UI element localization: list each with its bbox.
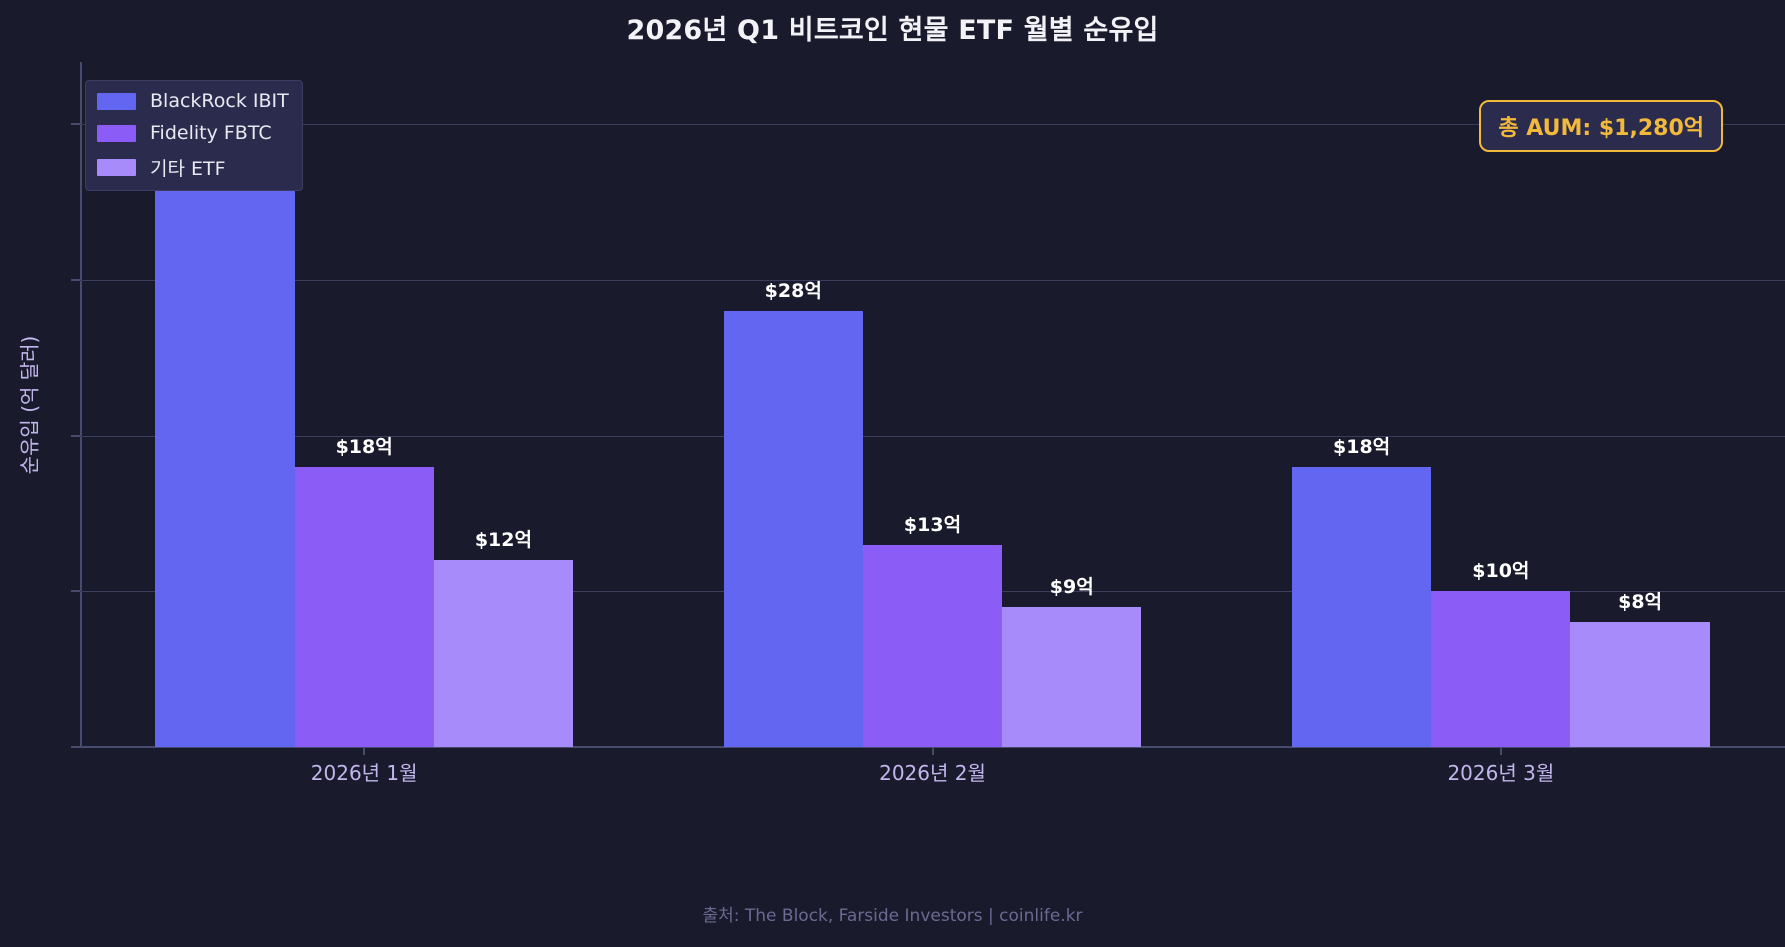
chart-title: 2026년 Q1 비트코인 현물 ETF 월별 순유입 — [626, 15, 1159, 46]
y-tick-mark — [71, 123, 80, 126]
bar[interactable] — [1431, 591, 1571, 747]
y-axis-line — [80, 62, 82, 747]
y-tick-mark — [71, 434, 80, 437]
gridline — [80, 435, 1785, 437]
x-tick-mark — [363, 747, 366, 755]
chart-legend: BlackRock IBIT Fidelity FBTC 기타 ETF — [85, 80, 303, 191]
x-tick-mark — [1499, 747, 1502, 755]
bar[interactable] — [1002, 606, 1142, 747]
bar[interactable] — [1291, 466, 1432, 747]
legend-item[interactable]: Fidelity FBTC — [97, 122, 289, 144]
gridline — [80, 279, 1785, 281]
plot-area: $38억$18억$12억$28억$13억$9억$18억$10억$8억 — [80, 62, 1785, 747]
bar[interactable] — [433, 560, 574, 747]
bar-value-label: $28억 — [764, 280, 822, 303]
x-tick-label: 2026년 2월 — [879, 761, 986, 785]
bar[interactable] — [294, 466, 434, 747]
y-tick-mark — [71, 590, 80, 593]
bar-value-label: $18억 — [335, 435, 393, 458]
bar-value-label: $9억 — [1049, 575, 1094, 598]
bar-value-label: $10억 — [1472, 560, 1530, 583]
legend-label-other-etf: 기타 ETF — [150, 158, 226, 180]
bar-value-label: $13억 — [903, 513, 962, 536]
x-tick-mark — [931, 747, 934, 755]
legend-label-blackrock-ibit: BlackRock IBIT — [150, 90, 289, 112]
legend-swatch-fidelity-fbtc — [97, 124, 136, 142]
bar-value-label: $8억 — [1618, 591, 1663, 614]
legend-swatch-other-etf — [97, 159, 136, 176]
bar-value-label: $18억 — [1333, 435, 1391, 458]
total-aum-badge: 총 AUM: $1,280억 — [1479, 100, 1723, 152]
legend-label-fidelity-fbtc: Fidelity FBTC — [150, 122, 272, 144]
bar[interactable] — [155, 155, 295, 747]
bar[interactable] — [1570, 622, 1710, 747]
bar[interactable] — [723, 311, 863, 747]
bar[interactable] — [862, 544, 1003, 747]
gridline — [80, 124, 1785, 126]
x-tick-label: 2026년 1월 — [310, 761, 418, 785]
legend-swatch-blackrock-ibit — [97, 92, 136, 110]
y-tick-mark — [71, 278, 80, 281]
y-axis-label: 순유입 (억 달러) — [17, 335, 42, 474]
legend-item[interactable]: 기타 ETF — [97, 154, 289, 181]
legend-item[interactable]: BlackRock IBIT — [97, 90, 289, 112]
y-tick-mark — [71, 746, 80, 748]
bar-value-label: $12억 — [474, 529, 532, 552]
x-tick-label: 2026년 3월 — [1447, 761, 1555, 785]
source-footer: 출처: The Block, Farside Investors | coinl… — [702, 906, 1083, 926]
